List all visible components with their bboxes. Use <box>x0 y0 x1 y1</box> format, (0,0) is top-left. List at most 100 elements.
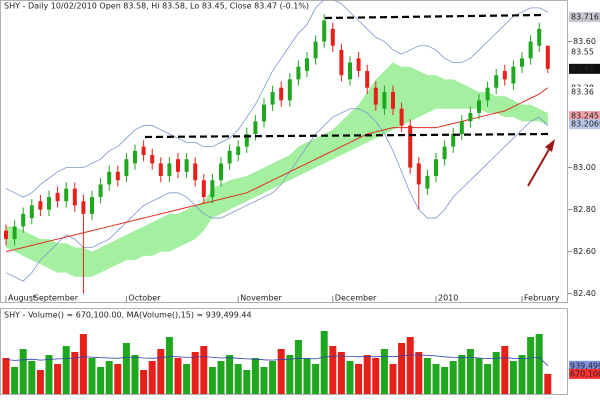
volume-bar <box>312 364 320 394</box>
price-tag-box <box>569 47 600 58</box>
candle-body <box>373 87 378 105</box>
volume-layer <box>2 331 552 394</box>
volume-bar <box>277 349 285 394</box>
candle-body <box>29 205 34 219</box>
candle-body <box>545 45 550 69</box>
arrow-shaft <box>527 145 552 187</box>
candle-body <box>55 192 60 202</box>
candle-body <box>158 163 163 177</box>
candle-body <box>193 163 198 181</box>
candle-body <box>167 163 172 177</box>
volume-bar <box>269 361 277 394</box>
candle-body <box>98 184 103 198</box>
candle-body <box>477 100 481 113</box>
volume-bar <box>372 358 380 394</box>
candle-body <box>511 66 516 84</box>
y-tick-label: 83.00 <box>573 163 596 172</box>
volume-bar <box>441 367 449 394</box>
candle-body <box>133 150 137 164</box>
trend-line-bottom <box>144 132 553 139</box>
volume-bar <box>251 358 259 394</box>
volume-bar <box>415 352 423 394</box>
volume-bar <box>122 343 130 394</box>
candle-body <box>4 230 8 240</box>
volume-bar <box>97 367 105 394</box>
volume-bar <box>337 352 345 394</box>
volume-bar <box>140 370 148 394</box>
candle-body <box>502 70 507 80</box>
volume-bar <box>466 349 474 394</box>
candle-body <box>287 79 292 101</box>
candle-body <box>219 163 223 181</box>
cloud <box>6 62 548 277</box>
band-lower <box>5 108 549 282</box>
price-tag-box <box>569 111 600 122</box>
candle-body <box>485 87 490 101</box>
volume-bar <box>423 358 431 394</box>
candle-body <box>537 28 542 46</box>
volume-tag-box <box>569 368 600 379</box>
volume-bar <box>165 337 173 394</box>
volume-tag-label: 939,499 <box>570 361 600 370</box>
candle-body <box>494 75 499 88</box>
volume-bar <box>174 358 182 394</box>
candle-body <box>305 58 309 71</box>
candle-body <box>124 159 129 177</box>
volume-bar <box>380 349 388 394</box>
volume-bar <box>432 364 440 394</box>
x-tick-label: September <box>34 294 79 303</box>
candle-body <box>296 66 301 80</box>
candle-body <box>115 171 120 181</box>
candle-body <box>468 112 473 122</box>
band-upper <box>5 0 548 198</box>
candle-body <box>330 28 335 46</box>
price-tag-label: 83.245 <box>571 112 599 121</box>
candle-body <box>459 121 464 134</box>
volume-bar <box>518 355 526 394</box>
volume-bar <box>45 355 53 394</box>
candle-body <box>141 146 146 155</box>
volume-bar <box>79 334 87 394</box>
volume-bar <box>509 361 517 394</box>
volume-bar <box>406 337 414 394</box>
candle-body <box>270 91 275 105</box>
candle-body <box>47 197 51 210</box>
volume-bar <box>303 358 311 394</box>
y-tick-label: 82.40 <box>573 289 596 298</box>
candle-body <box>21 213 26 227</box>
price-tag-box <box>569 63 600 74</box>
price-layer <box>4 0 550 294</box>
candle-body <box>451 133 456 147</box>
candle-body <box>356 58 361 71</box>
volume-tag-box <box>569 360 600 371</box>
candle-body <box>12 226 17 240</box>
volume-bar <box>234 364 242 394</box>
price-tag-box <box>569 119 600 130</box>
volume-title: SHY - Volume() = 670,100.00, MA(Volume()… <box>4 311 252 320</box>
volume-bar <box>36 370 44 394</box>
candle-body <box>279 87 284 101</box>
y-tick-label: 82.60 <box>573 247 596 256</box>
volume-bar <box>492 352 500 394</box>
volume-bar <box>346 361 354 394</box>
volume-bar <box>88 358 96 394</box>
candle-body <box>339 49 344 76</box>
volume-ma <box>5 354 549 367</box>
volume-bar <box>544 373 552 394</box>
volume-tag-label: 670,100 <box>570 369 600 378</box>
volume-bar <box>363 355 371 394</box>
volume-bar <box>329 346 337 394</box>
price-tag-box <box>569 12 600 23</box>
price-tag-box <box>569 86 600 97</box>
volume-bar <box>105 361 113 394</box>
volume-bar <box>2 358 10 394</box>
candle-body <box>416 163 421 185</box>
x-tick-label: December <box>335 294 377 303</box>
candle-body <box>391 91 395 109</box>
volume-bar <box>208 367 216 394</box>
volume-bar <box>71 352 79 394</box>
candle-body <box>244 133 249 147</box>
y-tick-label: 82.80 <box>573 205 596 214</box>
candle-body <box>184 159 189 172</box>
